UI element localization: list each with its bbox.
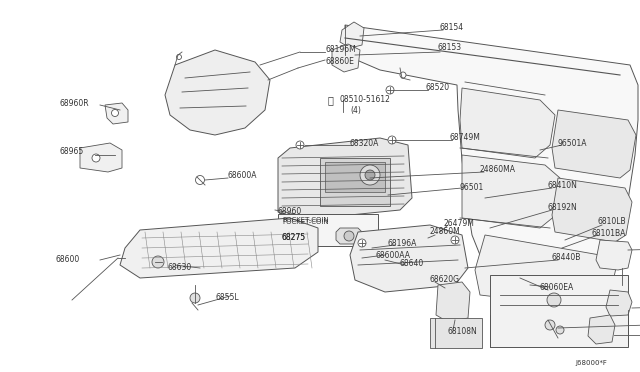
Polygon shape [120,218,318,278]
Text: POCKET-COIN: POCKET-COIN [282,217,328,223]
Text: POCKET-COIN: POCKET-COIN [282,219,328,225]
Polygon shape [588,315,615,344]
Polygon shape [350,225,468,292]
Text: 68192N: 68192N [548,202,578,212]
Circle shape [111,109,118,116]
Polygon shape [462,155,560,228]
Circle shape [190,293,200,303]
Circle shape [296,141,304,149]
Text: 6855L: 6855L [215,294,239,302]
Circle shape [360,165,380,185]
Circle shape [556,326,564,334]
Text: 68410N: 68410N [548,180,578,189]
Text: 68060EA: 68060EA [540,283,574,292]
Text: 96501: 96501 [460,183,484,192]
Bar [430,318,482,348]
Text: 26479M: 26479M [444,218,475,228]
Text: 68153: 68153 [438,44,462,52]
Polygon shape [336,228,362,244]
Text: 68520: 68520 [425,83,449,93]
Circle shape [92,154,100,162]
Text: 68749M: 68749M [450,134,481,142]
Circle shape [547,293,561,307]
Polygon shape [105,103,128,124]
Text: 68101BA: 68101BA [592,228,627,237]
Text: 24860M: 24860M [430,228,461,237]
Polygon shape [552,178,632,242]
Text: 68965: 68965 [60,148,84,157]
Circle shape [451,236,459,244]
Circle shape [177,55,182,60]
Polygon shape [475,235,616,308]
Text: 68440B: 68440B [552,253,581,263]
Text: 68196A: 68196A [388,238,417,247]
Text: 68154: 68154 [440,22,464,32]
Text: 68630: 68630 [168,263,192,273]
Polygon shape [278,138,412,220]
Circle shape [400,72,406,78]
Text: 68860E: 68860E [325,58,354,67]
Text: 68620G: 68620G [430,276,460,285]
Bar [320,158,390,206]
Text: 68960R: 68960R [60,99,90,108]
Text: 24860MA: 24860MA [480,166,516,174]
Polygon shape [552,110,636,178]
Circle shape [365,170,375,180]
Text: 68320A: 68320A [350,138,380,148]
Circle shape [545,320,555,330]
Text: J68000*F: J68000*F [575,360,607,366]
Text: 68600A: 68600A [228,170,257,180]
Circle shape [388,136,396,144]
Text: 68600: 68600 [55,256,79,264]
Bar [278,214,378,246]
Circle shape [152,256,164,268]
Text: 68275: 68275 [282,232,306,241]
Polygon shape [606,290,632,316]
Text: 68196M: 68196M [325,45,356,55]
Text: 96501A: 96501A [558,138,588,148]
Polygon shape [345,25,638,298]
Polygon shape [165,50,270,135]
Polygon shape [80,143,122,172]
Circle shape [358,239,366,247]
Text: 68640: 68640 [400,259,424,267]
Text: 68960: 68960 [277,208,301,217]
Text: 68600AA: 68600AA [376,250,411,260]
Text: 68275: 68275 [282,234,306,243]
Bar [325,162,385,192]
Text: 08510-51612: 08510-51612 [340,96,391,105]
Circle shape [386,86,394,94]
Text: 68108N: 68108N [447,327,477,337]
Polygon shape [340,22,364,48]
Polygon shape [436,282,470,322]
Polygon shape [460,88,555,158]
Polygon shape [332,44,360,72]
Circle shape [344,231,354,241]
Text: 6810LB: 6810LB [597,218,626,227]
Text: (4): (4) [350,106,361,115]
Text: Ⓢ: Ⓢ [328,95,334,105]
Polygon shape [596,240,632,270]
Circle shape [195,176,205,185]
Bar [490,275,628,347]
